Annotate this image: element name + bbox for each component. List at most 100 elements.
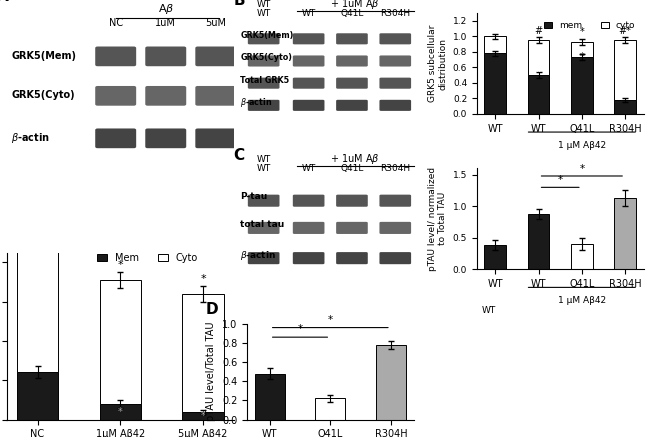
Text: *: * [579,164,584,174]
Text: $\beta$-actin: $\beta$-actin [240,96,272,109]
Text: Total GRK5: Total GRK5 [240,76,289,85]
Bar [182,412,224,420]
Bar [182,294,224,412]
FancyBboxPatch shape [380,252,411,264]
FancyBboxPatch shape [248,78,280,89]
Bar [315,399,345,420]
Text: WT: WT [302,164,316,173]
Text: *: * [558,175,563,185]
Text: NC: NC [109,18,123,28]
Bar [255,374,285,420]
Text: WT: WT [257,0,271,9]
FancyBboxPatch shape [380,33,411,45]
Bar [571,42,593,57]
FancyBboxPatch shape [292,100,324,111]
Text: 5uM: 5uM [205,18,226,28]
FancyBboxPatch shape [146,46,186,66]
FancyBboxPatch shape [196,46,237,66]
FancyBboxPatch shape [196,86,237,106]
Bar [99,280,141,404]
Text: P-tau: P-tau [240,192,268,201]
FancyBboxPatch shape [95,86,136,106]
Bar [528,40,549,75]
FancyBboxPatch shape [336,194,368,207]
Y-axis label: pTAU level/ normalized
to Total TAU: pTAU level/ normalized to Total TAU [428,167,447,271]
Text: A$\beta$: A$\beta$ [157,2,174,16]
Text: #: # [534,26,543,35]
FancyBboxPatch shape [248,194,280,207]
FancyBboxPatch shape [146,86,186,106]
Bar [99,404,141,420]
Text: *: * [201,411,205,420]
Text: $\beta$-actin: $\beta$-actin [11,131,50,145]
Text: WT: WT [257,164,271,173]
Text: GRK5(Cyto): GRK5(Cyto) [240,53,292,62]
Text: #: # [534,64,543,73]
Text: 1uM: 1uM [155,18,176,28]
FancyBboxPatch shape [292,222,324,234]
FancyBboxPatch shape [146,128,186,148]
Bar [571,244,593,269]
Text: WT: WT [482,305,496,315]
Text: Q41L: Q41L [340,9,363,18]
Text: 1 μM Aβ42: 1 μM Aβ42 [558,296,606,305]
FancyBboxPatch shape [95,128,136,148]
Text: #*: #* [619,89,632,99]
Bar [17,372,58,420]
Y-axis label: GRK5 subcellular
distribution: GRK5 subcellular distribution [428,25,447,102]
FancyBboxPatch shape [336,222,368,234]
Text: GRK5(Mem): GRK5(Mem) [11,51,76,61]
Text: *: * [200,274,206,284]
Text: WT: WT [302,9,316,18]
Text: GRK5(Mem): GRK5(Mem) [240,31,294,40]
Text: + 1uM A$\beta$: + 1uM A$\beta$ [330,0,380,11]
FancyBboxPatch shape [336,78,368,89]
Text: Q41L: Q41L [340,164,363,173]
Text: $\beta$-actin: $\beta$-actin [240,249,276,262]
Text: *: * [118,407,123,416]
Bar [571,57,593,114]
FancyBboxPatch shape [292,78,324,89]
Text: D: D [205,302,218,317]
Legend: mem, cyto: mem, cyto [540,17,639,34]
FancyBboxPatch shape [292,55,324,66]
FancyBboxPatch shape [336,33,368,45]
Bar [484,245,506,269]
FancyBboxPatch shape [380,222,411,234]
Text: WT: WT [257,156,271,164]
Bar [528,75,549,114]
Bar [528,214,549,269]
FancyBboxPatch shape [292,252,324,264]
Text: + 1uM A$\beta$: + 1uM A$\beta$ [330,153,380,166]
Bar [614,198,636,269]
Text: *: * [298,324,302,334]
Bar [484,53,506,114]
Bar [614,40,636,100]
Bar [614,100,636,114]
FancyBboxPatch shape [292,33,324,45]
Text: 1 μM Aβ42: 1 μM Aβ42 [558,141,606,150]
FancyBboxPatch shape [248,252,280,264]
Text: total tau: total tau [240,220,285,229]
Text: #*: #* [619,26,632,35]
Text: WT: WT [257,9,271,18]
Text: GRK5(Cyto): GRK5(Cyto) [11,90,75,100]
Text: C: C [233,149,245,163]
Text: *: * [579,27,584,37]
FancyBboxPatch shape [380,55,411,66]
Text: A: A [0,0,9,4]
FancyBboxPatch shape [380,194,411,207]
FancyBboxPatch shape [248,33,280,45]
FancyBboxPatch shape [336,100,368,111]
FancyBboxPatch shape [248,55,280,66]
FancyBboxPatch shape [248,222,280,234]
FancyBboxPatch shape [380,100,411,111]
FancyBboxPatch shape [336,55,368,66]
Bar [376,345,406,420]
Text: R304H: R304H [380,164,410,173]
FancyBboxPatch shape [196,128,237,148]
Y-axis label: pTAU level/Total TAU: pTAU level/Total TAU [206,322,216,421]
Text: B: B [233,0,245,8]
FancyBboxPatch shape [380,78,411,89]
Bar [484,36,506,53]
